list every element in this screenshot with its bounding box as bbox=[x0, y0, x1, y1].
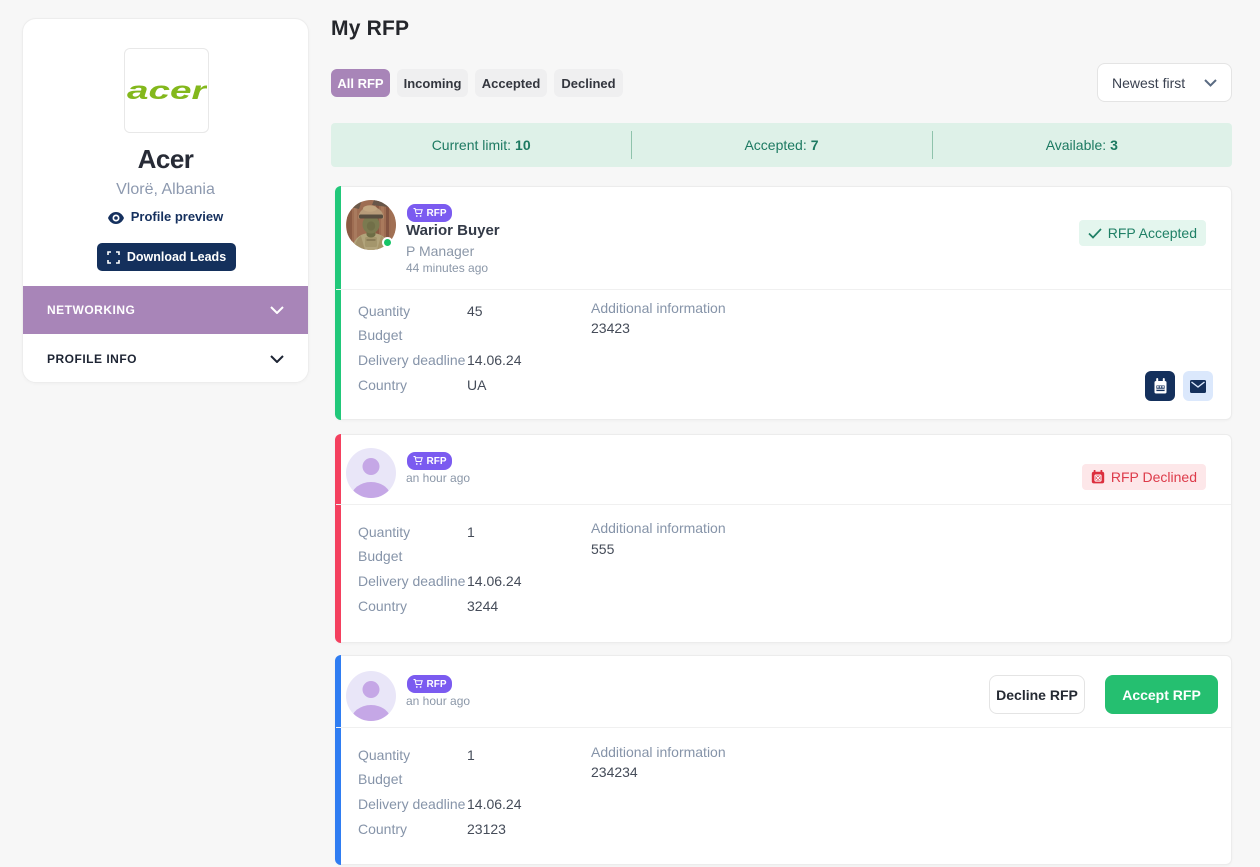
svg-text:acer: acer bbox=[127, 79, 207, 103]
